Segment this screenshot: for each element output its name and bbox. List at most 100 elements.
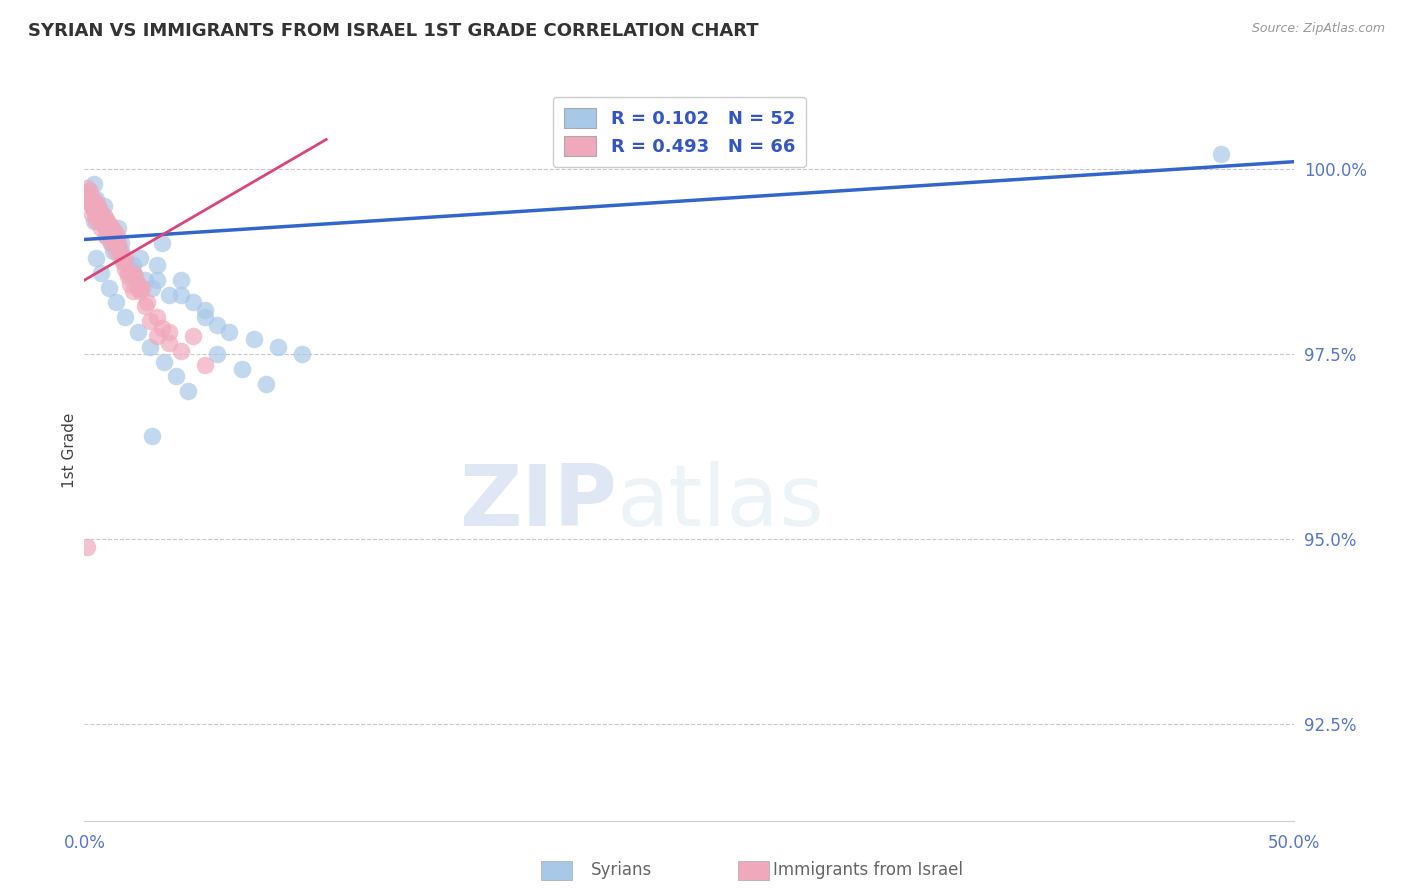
Point xyxy=(127,277,149,291)
Point xyxy=(83,177,105,191)
Point xyxy=(104,295,127,310)
Point xyxy=(87,211,110,225)
Point xyxy=(83,202,105,217)
Point xyxy=(83,199,105,213)
Point xyxy=(170,288,193,302)
Point xyxy=(100,228,122,243)
Point xyxy=(94,211,117,225)
Point xyxy=(80,199,103,213)
Point xyxy=(127,280,149,294)
Point xyxy=(129,251,152,265)
Point xyxy=(121,285,143,299)
Point xyxy=(107,240,129,254)
Point xyxy=(94,228,117,243)
Point xyxy=(181,328,204,343)
Point xyxy=(86,206,108,220)
Point xyxy=(1209,147,1232,161)
Point xyxy=(110,247,132,261)
Point xyxy=(138,340,160,354)
Point xyxy=(110,244,132,258)
Point xyxy=(127,325,149,339)
Point xyxy=(97,280,120,294)
Point xyxy=(76,180,98,194)
Point xyxy=(104,236,127,251)
Point xyxy=(104,225,127,239)
Point xyxy=(157,325,180,339)
Point xyxy=(134,299,156,313)
Point xyxy=(77,188,100,202)
Point xyxy=(150,236,173,251)
Point xyxy=(80,206,103,220)
Point xyxy=(97,228,120,243)
Point xyxy=(112,251,135,265)
Point xyxy=(242,333,264,347)
Point xyxy=(117,266,139,280)
Point xyxy=(194,359,217,373)
Point xyxy=(146,273,169,287)
Point xyxy=(207,318,229,332)
Point xyxy=(131,280,153,294)
Y-axis label: 1st Grade: 1st Grade xyxy=(62,413,77,488)
Point xyxy=(194,302,217,317)
Point xyxy=(146,328,169,343)
Point xyxy=(97,225,120,239)
Point xyxy=(121,266,143,280)
Text: Source: ZipAtlas.com: Source: ZipAtlas.com xyxy=(1251,22,1385,36)
Text: atlas: atlas xyxy=(616,461,824,544)
Point xyxy=(103,244,125,258)
Point xyxy=(84,195,107,210)
Point xyxy=(90,214,112,228)
Point xyxy=(194,310,217,325)
Point xyxy=(170,343,193,358)
Point xyxy=(112,254,135,268)
Point xyxy=(157,336,180,351)
Point xyxy=(100,236,122,251)
Point xyxy=(105,228,128,243)
Point xyxy=(124,269,146,284)
Point xyxy=(100,236,122,251)
Point xyxy=(107,221,129,235)
Point xyxy=(117,259,139,273)
Point xyxy=(86,214,108,228)
Point xyxy=(141,428,163,442)
Point xyxy=(98,218,121,232)
Point xyxy=(103,232,125,246)
Point xyxy=(129,285,152,299)
Point xyxy=(181,295,204,310)
Point xyxy=(103,228,125,243)
Point xyxy=(170,273,193,287)
Point xyxy=(101,221,124,235)
Point xyxy=(90,266,112,280)
Point xyxy=(93,199,115,213)
Point xyxy=(76,540,98,554)
Point xyxy=(94,228,117,243)
Point xyxy=(150,321,173,335)
Point xyxy=(96,214,118,228)
Point xyxy=(146,259,169,273)
Point xyxy=(93,214,115,228)
Point xyxy=(121,266,143,280)
Point xyxy=(157,288,180,302)
Point xyxy=(153,354,176,368)
Point xyxy=(114,262,136,277)
Point xyxy=(89,202,111,217)
Point xyxy=(79,185,101,199)
Text: Immigrants from Israel: Immigrants from Israel xyxy=(773,861,963,879)
Point xyxy=(80,199,103,213)
Point xyxy=(77,185,100,199)
Point xyxy=(207,347,229,361)
Point xyxy=(94,221,117,235)
Point xyxy=(94,221,117,235)
Point xyxy=(136,295,159,310)
Point xyxy=(77,195,100,210)
Point xyxy=(177,384,200,399)
Point xyxy=(83,214,105,228)
Point xyxy=(86,192,108,206)
Point xyxy=(104,244,127,258)
Point xyxy=(121,259,143,273)
Point xyxy=(291,347,314,361)
Point xyxy=(77,192,100,206)
Point xyxy=(97,221,120,235)
Point xyxy=(134,273,156,287)
Point xyxy=(91,206,114,220)
